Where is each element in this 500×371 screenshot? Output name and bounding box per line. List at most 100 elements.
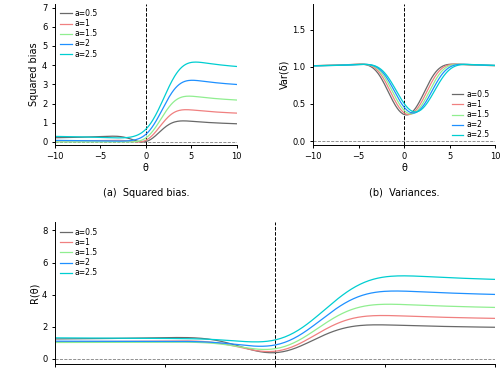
a=1 bbox=[478, 63, 484, 68]
Line: a=1.5: a=1.5 bbox=[55, 304, 495, 349]
a=1 bbox=[60, 139, 66, 143]
a=2 bbox=[321, 63, 327, 68]
a=2 bbox=[234, 82, 240, 87]
a=0.5 bbox=[310, 63, 316, 68]
a=1 bbox=[459, 315, 465, 320]
a=1 bbox=[318, 63, 324, 68]
a=2 bbox=[60, 138, 66, 143]
a=2.5 bbox=[134, 336, 140, 341]
a=1.5 bbox=[70, 340, 75, 345]
a=0.5 bbox=[474, 325, 480, 329]
a=1 bbox=[78, 339, 84, 344]
a=2 bbox=[52, 138, 58, 142]
a=0.5 bbox=[60, 135, 66, 140]
a=1 bbox=[234, 111, 240, 115]
a=1 bbox=[310, 63, 316, 68]
a=1.5 bbox=[60, 140, 66, 144]
a=1.5 bbox=[86, 140, 92, 144]
a=1.5 bbox=[478, 63, 484, 68]
a=2.5 bbox=[78, 336, 84, 340]
a=2.5 bbox=[474, 277, 480, 281]
a=2 bbox=[492, 292, 498, 297]
a=0.5 bbox=[220, 121, 226, 125]
Line: a=1: a=1 bbox=[55, 110, 237, 142]
Line: a=2: a=2 bbox=[313, 64, 495, 113]
a=2.5 bbox=[484, 63, 490, 68]
a=2.5 bbox=[318, 63, 324, 68]
Y-axis label: Var(δ): Var(δ) bbox=[280, 60, 289, 89]
a=1 bbox=[86, 138, 92, 143]
a=1 bbox=[344, 63, 350, 67]
a=0.5 bbox=[78, 336, 84, 341]
a=2 bbox=[169, 339, 175, 344]
a=1.5 bbox=[492, 305, 498, 310]
a=1.5 bbox=[310, 63, 316, 68]
a=0.5 bbox=[63, 135, 69, 140]
a=1 bbox=[405, 112, 411, 117]
a=2 bbox=[189, 78, 195, 82]
a=2.5 bbox=[412, 110, 418, 114]
a=1 bbox=[70, 339, 75, 344]
Line: a=0.5: a=0.5 bbox=[313, 64, 495, 115]
a=1 bbox=[182, 108, 188, 112]
a=1.5 bbox=[134, 340, 140, 345]
a=1 bbox=[169, 339, 175, 343]
a=1 bbox=[220, 110, 226, 115]
Line: a=2.5: a=2.5 bbox=[55, 62, 237, 138]
a=1 bbox=[484, 63, 490, 68]
a=2 bbox=[78, 339, 84, 344]
a=1.5 bbox=[63, 140, 69, 144]
a=1.5 bbox=[52, 140, 58, 144]
a=2.5 bbox=[86, 135, 92, 139]
a=0.5 bbox=[321, 63, 327, 68]
a=2.5 bbox=[362, 62, 368, 67]
a=2 bbox=[52, 339, 58, 344]
a=1.5 bbox=[169, 340, 175, 344]
a=1 bbox=[266, 349, 272, 354]
a=0.5 bbox=[358, 62, 364, 66]
a=1 bbox=[358, 62, 364, 66]
a=1.5 bbox=[318, 63, 324, 68]
a=0.5 bbox=[404, 113, 409, 117]
a=2.5 bbox=[358, 62, 364, 67]
a=1.5 bbox=[85, 140, 91, 144]
Line: a=2.5: a=2.5 bbox=[313, 65, 495, 112]
a=1.5 bbox=[321, 63, 327, 68]
Line: a=2: a=2 bbox=[55, 291, 495, 346]
a=1 bbox=[134, 339, 140, 344]
Line: a=0.5: a=0.5 bbox=[55, 121, 237, 142]
a=2.5 bbox=[310, 63, 316, 68]
a=2.5 bbox=[226, 63, 232, 68]
a=0.5 bbox=[226, 121, 232, 126]
a=2.5 bbox=[70, 336, 75, 340]
a=0.5 bbox=[100, 134, 106, 139]
a=1.5 bbox=[186, 94, 192, 98]
a=1.5 bbox=[492, 63, 498, 68]
a=1.5 bbox=[358, 62, 364, 66]
a=1 bbox=[321, 63, 327, 68]
a=0.5 bbox=[181, 119, 187, 123]
a=1.5 bbox=[262, 347, 268, 352]
a=2.5 bbox=[478, 63, 484, 67]
a=2 bbox=[360, 62, 366, 66]
a=1 bbox=[63, 139, 69, 143]
a=2 bbox=[410, 111, 416, 115]
a=2.5 bbox=[234, 64, 240, 69]
a=1.5 bbox=[102, 140, 107, 144]
a=2 bbox=[358, 62, 364, 66]
a=0.5 bbox=[450, 62, 456, 66]
a=2.5 bbox=[169, 336, 175, 341]
a=1 bbox=[52, 339, 58, 344]
a=2.5 bbox=[344, 63, 350, 67]
Legend: a=0.5, a=1, a=1.5, a=2, a=2.5: a=0.5, a=1, a=1.5, a=2, a=2.5 bbox=[450, 88, 491, 141]
a=1 bbox=[52, 139, 58, 143]
a=2 bbox=[459, 291, 465, 296]
a=1 bbox=[452, 62, 458, 66]
a=0.5 bbox=[70, 336, 75, 341]
a=2 bbox=[344, 63, 350, 67]
Y-axis label: Squared bias: Squared bias bbox=[29, 42, 39, 106]
Legend: a=0.5, a=1, a=1.5, a=2, a=2.5: a=0.5, a=1, a=1.5, a=2, a=2.5 bbox=[59, 226, 100, 279]
Legend: a=0.5, a=1, a=1.5, a=2, a=2.5: a=0.5, a=1, a=1.5, a=2, a=2.5 bbox=[59, 7, 100, 60]
Line: a=1.5: a=1.5 bbox=[55, 96, 237, 142]
a=2.5 bbox=[192, 60, 198, 64]
